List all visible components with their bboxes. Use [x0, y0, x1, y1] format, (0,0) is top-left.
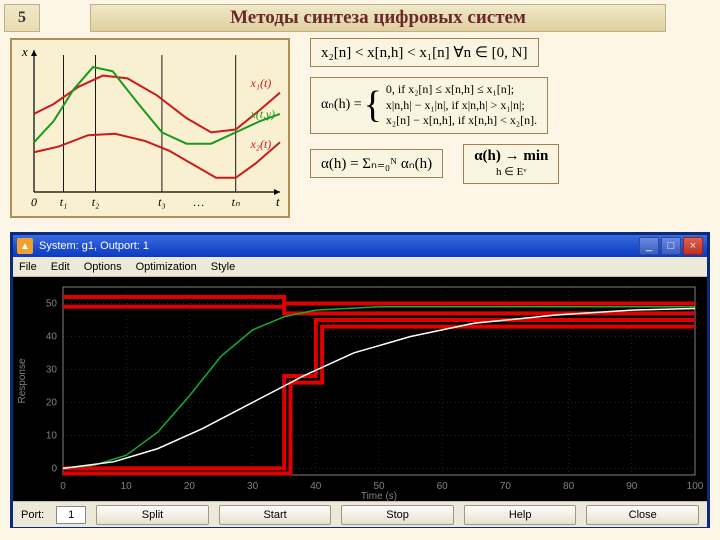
menu-optimization[interactable]: Optimization	[136, 261, 197, 273]
svg-text:Response: Response	[17, 358, 28, 403]
page-title: Методы синтеза цифровых систем	[90, 4, 666, 32]
svg-text:0: 0	[31, 195, 37, 209]
maximize-button[interactable]: □	[661, 237, 681, 255]
bottom-toolbar: Port: Split Start Stop Help Close	[13, 501, 707, 527]
svg-text:x(t,γ): x(t,γ)	[249, 107, 274, 121]
svg-text:30: 30	[46, 364, 58, 375]
svg-text:x₂(t): x₂(t)	[249, 137, 271, 151]
titlebar: ▲ System: g1, Outport: 1 _ □ ×	[13, 235, 707, 257]
svg-text:t₁: t₁	[60, 195, 68, 209]
svg-text:20: 20	[184, 481, 196, 492]
menu-file[interactable]: File	[19, 261, 37, 273]
window-title: System: g1, Outport: 1	[39, 240, 149, 252]
svg-text:…: …	[193, 195, 204, 209]
svg-text:30: 30	[247, 481, 259, 492]
svg-text:100: 100	[687, 481, 704, 492]
app-icon: ▲	[17, 238, 33, 254]
formula-sum: α(h) = Σₙ₌₀ᴺ αₙ(h)	[310, 149, 443, 178]
svg-text:80: 80	[563, 481, 575, 492]
menu-style[interactable]: Style	[211, 261, 235, 273]
simulink-window: ▲ System: g1, Outport: 1 _ □ × File Edit O…	[10, 232, 710, 528]
svg-text:0: 0	[60, 481, 66, 492]
svg-text:70: 70	[500, 481, 512, 492]
menubar: File Edit Options Optimization Style	[13, 257, 707, 277]
port-label: Port:	[21, 509, 44, 521]
stop-button[interactable]: Stop	[341, 505, 454, 525]
formula-piecewise: αₙ(h) = {0, if x₂[n] ≤ x[n,h] ≤ x₁[n];x|…	[310, 77, 548, 134]
svg-text:t₃: t₃	[158, 195, 166, 209]
svg-text:t₂: t₂	[92, 195, 100, 209]
svg-text:x₁(t): x₁(t)	[249, 76, 271, 90]
svg-text:tₙ: tₙ	[232, 195, 240, 209]
svg-text:0: 0	[51, 463, 57, 474]
menu-options[interactable]: Options	[84, 261, 122, 273]
svg-text:40: 40	[310, 481, 322, 492]
split-button[interactable]: Split	[96, 505, 209, 525]
svg-text:90: 90	[626, 481, 638, 492]
svg-text:t: t	[276, 194, 280, 209]
svg-text:60: 60	[437, 481, 449, 492]
port-input[interactable]	[56, 506, 86, 524]
svg-text:10: 10	[121, 481, 133, 492]
response-plot: 010203040506070809010001020304050Time (s…	[13, 277, 707, 501]
close-button[interactable]: Close	[586, 505, 699, 525]
start-button[interactable]: Start	[219, 505, 332, 525]
minimize-button[interactable]: _	[639, 237, 659, 255]
page-number: 5	[4, 4, 40, 32]
svg-text:50: 50	[46, 298, 58, 309]
svg-text:40: 40	[46, 331, 58, 342]
formula-inequality: x₂[n] < x[n,h] < x₁[n] ∀n ∈ [0, N]	[310, 38, 539, 67]
svg-text:10: 10	[46, 430, 58, 441]
svg-text:Time (s): Time (s)	[361, 491, 397, 501]
menu-edit[interactable]: Edit	[51, 261, 70, 273]
formula-min: α(h) → minh ∈ Eᵛ	[463, 144, 559, 184]
bounds-chart: 0 t₁ t₂ t₃ … tₙ t x x₁(t) x₂(t) x(t,γ)	[10, 38, 290, 218]
svg-text:x: x	[21, 44, 28, 59]
close-button[interactable]: ×	[683, 237, 703, 255]
help-button[interactable]: Help	[464, 505, 577, 525]
svg-text:20: 20	[46, 397, 58, 408]
